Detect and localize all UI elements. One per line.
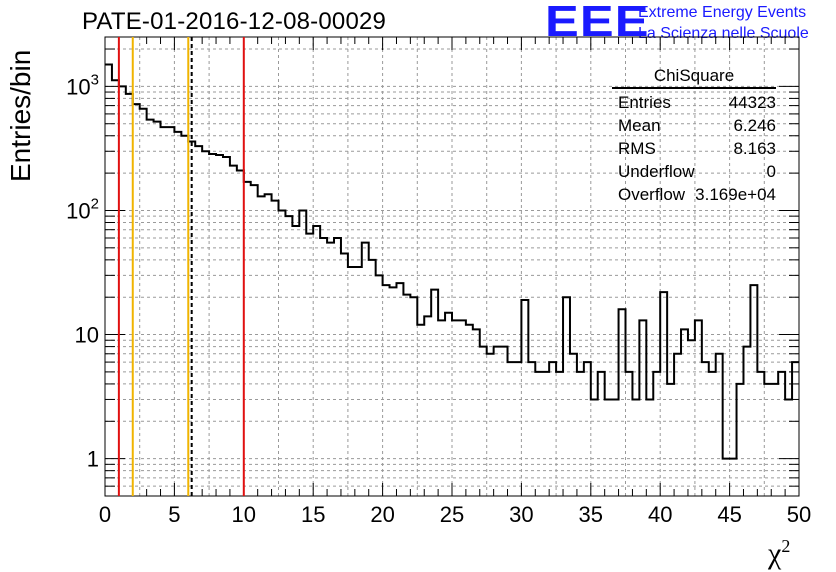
x-axis-label-base: χ — [768, 537, 782, 570]
stats-rows: Entries 44323 Mean 6.246 RMS 8.163 Underflow 0 O… — [612, 91, 776, 206]
stats-row: Underflow 0 — [612, 160, 776, 183]
stats-label: Entries — [618, 93, 671, 112]
x-tick-label: 35 — [579, 502, 603, 527]
y-tick-label-base: 10 — [66, 198, 90, 223]
stats-row: Entries 44323 — [612, 91, 776, 114]
stats-value: 44323 — [728, 93, 776, 112]
stats-label: Mean — [618, 116, 661, 135]
x-axis-label: χ2 — [768, 536, 790, 571]
stats-label: Overflow — [618, 185, 686, 204]
x-tick-label: 50 — [787, 502, 811, 527]
stats-value: 3.169e+04 — [695, 185, 776, 204]
logo-line-2: La Scienza nelle Scuole — [638, 25, 809, 42]
x-tick-label: 45 — [717, 502, 741, 527]
y-tick-label: 10 — [75, 323, 99, 348]
y-tick-label-exponent: 2 — [91, 195, 99, 212]
histogram-series — [105, 63, 799, 460]
x-axis-label-exponent: 2 — [781, 536, 791, 556]
y-tick-label: 102 — [66, 195, 99, 223]
x-tick-label: 20 — [370, 502, 394, 527]
stats-label: RMS — [618, 139, 656, 158]
eee-logo: EEE — [545, 0, 650, 46]
y-tick-label: 103 — [66, 71, 99, 99]
stats-value: 8.163 — [733, 139, 776, 158]
stats-title: ChiSquare — [612, 66, 776, 89]
stats-box: ChiSquare Entries 44323 Mean 6.246 RMS 8.163 U… — [612, 66, 776, 206]
x-tick-label: 40 — [648, 502, 672, 527]
x-tick-label: 5 — [168, 502, 180, 527]
x-tick-label: 25 — [440, 502, 464, 527]
x-tick-label: 15 — [301, 502, 325, 527]
stats-label: Underflow — [618, 162, 695, 181]
y-tick-label: 1 — [87, 447, 99, 472]
logo-line-1: Extreme Energy Events — [638, 4, 807, 21]
x-tick-label: 10 — [232, 502, 256, 527]
y-tick-label-base: 10 — [66, 74, 90, 99]
stats-value: 6.246 — [733, 116, 776, 135]
stats-row: RMS 8.163 — [612, 137, 776, 160]
x-tick-label: 0 — [99, 502, 111, 527]
stats-value: 0 — [766, 162, 776, 181]
y-tick-label-exponent: 3 — [91, 71, 99, 88]
x-tick-label: 30 — [509, 502, 533, 527]
stats-row: Mean 6.246 — [612, 114, 776, 137]
chart-title: PATE-01-2016-12-08-00029 — [82, 8, 387, 35]
stats-row: Overflow 3.169e+04 — [612, 183, 776, 206]
